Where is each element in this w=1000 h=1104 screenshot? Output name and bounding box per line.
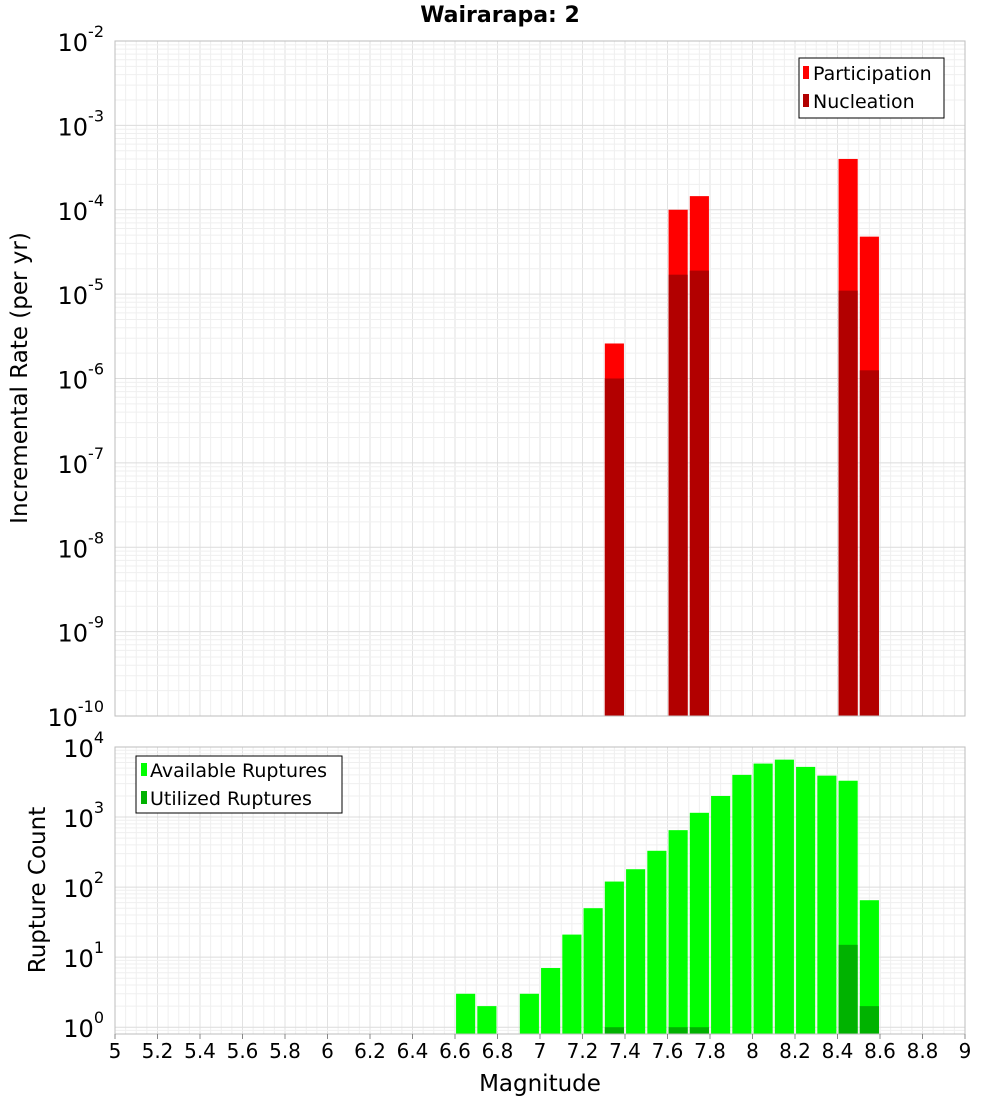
x-tick-label: 5 <box>109 1039 122 1063</box>
rate-y-tick-label: 10-5 <box>58 275 105 310</box>
legend-label-available: Available Ruptures <box>150 760 327 782</box>
x-tick-label: 5.4 <box>184 1039 216 1063</box>
count-y-tick-label: 104 <box>63 728 104 763</box>
rate-plot-border <box>114 40 966 717</box>
count-bar-available-ruptures <box>753 763 773 1034</box>
rate-y-tick-label: 10-3 <box>58 106 105 141</box>
x-tick-label: 7.8 <box>694 1039 726 1063</box>
rate-bar-nucleation <box>668 274 688 716</box>
rate-y-tick-label: 10-7 <box>58 444 105 479</box>
count-bar-available-ruptures <box>689 812 709 1034</box>
x-tick-label: 7 <box>534 1039 547 1063</box>
count-bar-utilized-ruptures <box>604 1027 624 1034</box>
count-bar-utilized-ruptures <box>668 1027 688 1034</box>
count-bar-available-ruptures <box>583 908 603 1034</box>
count-bar-available-ruptures <box>626 869 646 1034</box>
x-axis-label: Magnitude <box>479 1071 601 1097</box>
count-bar-available-ruptures <box>711 795 731 1034</box>
x-tick-label: 8.8 <box>907 1039 939 1063</box>
count-y-ticks: 100 101 102 103 104 <box>63 728 104 1043</box>
count-bar-available-ruptures <box>541 968 561 1034</box>
count-bar-available-ruptures <box>859 900 879 1034</box>
x-tick-label: 8.4 <box>822 1039 854 1063</box>
rate-y-tick-label: 10-8 <box>58 528 105 563</box>
legend-swatch-nucleation <box>803 94 809 107</box>
count-panel: 100 101 102 103 104 5 5.2 5.4 5.6 5.8 6 6.2 6.4 6.6 6… <box>25 728 971 1097</box>
count-y-tick-label: 103 <box>63 798 104 833</box>
x-tick-label: 7.2 <box>567 1039 599 1063</box>
x-tick-label: 8.6 <box>864 1039 896 1063</box>
x-ticks: 5 5.2 5.4 5.6 5.8 6 6.2 6.4 6.6 6.8 7 7.2 7.4 7.6 7.8 8… <box>109 1034 972 1063</box>
rate-bar-nucleation <box>859 370 879 716</box>
rate-bars <box>604 158 879 717</box>
count-bar-utilized-ruptures <box>859 1006 879 1034</box>
count-bar-available-ruptures <box>519 993 539 1034</box>
count-bar-available-ruptures <box>647 850 667 1034</box>
count-bar-available-ruptures <box>456 993 476 1034</box>
count-bars <box>456 759 879 1034</box>
x-tick-label: 6.4 <box>397 1039 429 1063</box>
rate-legend: Participation Nucleation <box>798 57 945 119</box>
count-y-tick-label: 100 <box>63 1008 104 1043</box>
rate-y-tick-label: 10-6 <box>58 360 105 395</box>
x-tick-label: 8 <box>746 1039 759 1063</box>
x-tick-label: 9 <box>959 1039 972 1063</box>
x-tick-label: 6.2 <box>354 1039 386 1063</box>
count-bar-utilized-ruptures <box>838 944 858 1034</box>
count-y-tick-label: 101 <box>63 938 104 973</box>
count-y-tick-label: 102 <box>63 868 104 903</box>
count-bar-utilized-ruptures <box>689 1027 709 1034</box>
rate-y-tick-label: 10-10 <box>47 697 104 732</box>
rate-panel: 10-10 10-9 10-8 10-7 10-6 10-5 10-4 10-3 10-2 Wa… <box>7 3 966 732</box>
chart-title: Wairarapa: 2 <box>420 3 580 28</box>
x-tick-label: 7.4 <box>609 1039 641 1063</box>
rate-gridlines <box>115 41 965 716</box>
rate-y-tick-label: 10-2 <box>58 22 105 57</box>
count-bar-available-ruptures <box>604 881 624 1034</box>
rate-y-tick-label: 10-4 <box>58 191 105 226</box>
rate-bar-nucleation <box>689 270 709 716</box>
legend-swatch-participation <box>803 66 809 79</box>
x-tick-label: 5.6 <box>227 1039 259 1063</box>
count-bar-available-ruptures <box>732 774 752 1034</box>
count-legend-box <box>135 755 343 814</box>
rate-y-axis-label: Incremental Rate (per yr) <box>7 232 33 524</box>
count-bar-available-ruptures <box>668 830 688 1034</box>
legend-label-utilized: Utilized Ruptures <box>150 788 312 810</box>
x-tick-label: 8.2 <box>779 1039 811 1063</box>
x-tick-label: 6.8 <box>482 1039 514 1063</box>
legend-label-nucleation: Nucleation <box>813 91 915 113</box>
legend-swatch-utilized <box>141 791 147 804</box>
count-bar-available-ruptures <box>817 775 837 1034</box>
rate-y-ticks: 10-10 10-9 10-8 10-7 10-6 10-5 10-4 10-3 10-2 <box>47 22 104 732</box>
rate-y-tick-label: 10-9 <box>58 613 105 648</box>
x-tick-label: 5.8 <box>269 1039 301 1063</box>
x-tick-label: 7.6 <box>652 1039 684 1063</box>
count-bar-available-ruptures <box>477 1006 497 1034</box>
x-tick-label: 5.2 <box>142 1039 174 1063</box>
count-bar-available-ruptures <box>774 759 794 1034</box>
count-legend: Available Ruptures Utilized Ruptures <box>135 755 343 814</box>
rate-bar-nucleation <box>838 290 858 716</box>
x-tick-label: 6.6 <box>439 1039 471 1063</box>
x-tick-label: 6 <box>321 1039 334 1063</box>
legend-swatch-available <box>141 763 147 776</box>
count-bar-available-ruptures <box>796 766 816 1034</box>
rate-legend-box <box>798 57 945 119</box>
rate-bar-nucleation <box>604 378 624 716</box>
count-bar-available-ruptures <box>562 934 582 1034</box>
legend-label-participation: Participation <box>813 63 932 85</box>
count-y-axis-label: Rupture Count <box>25 807 51 973</box>
